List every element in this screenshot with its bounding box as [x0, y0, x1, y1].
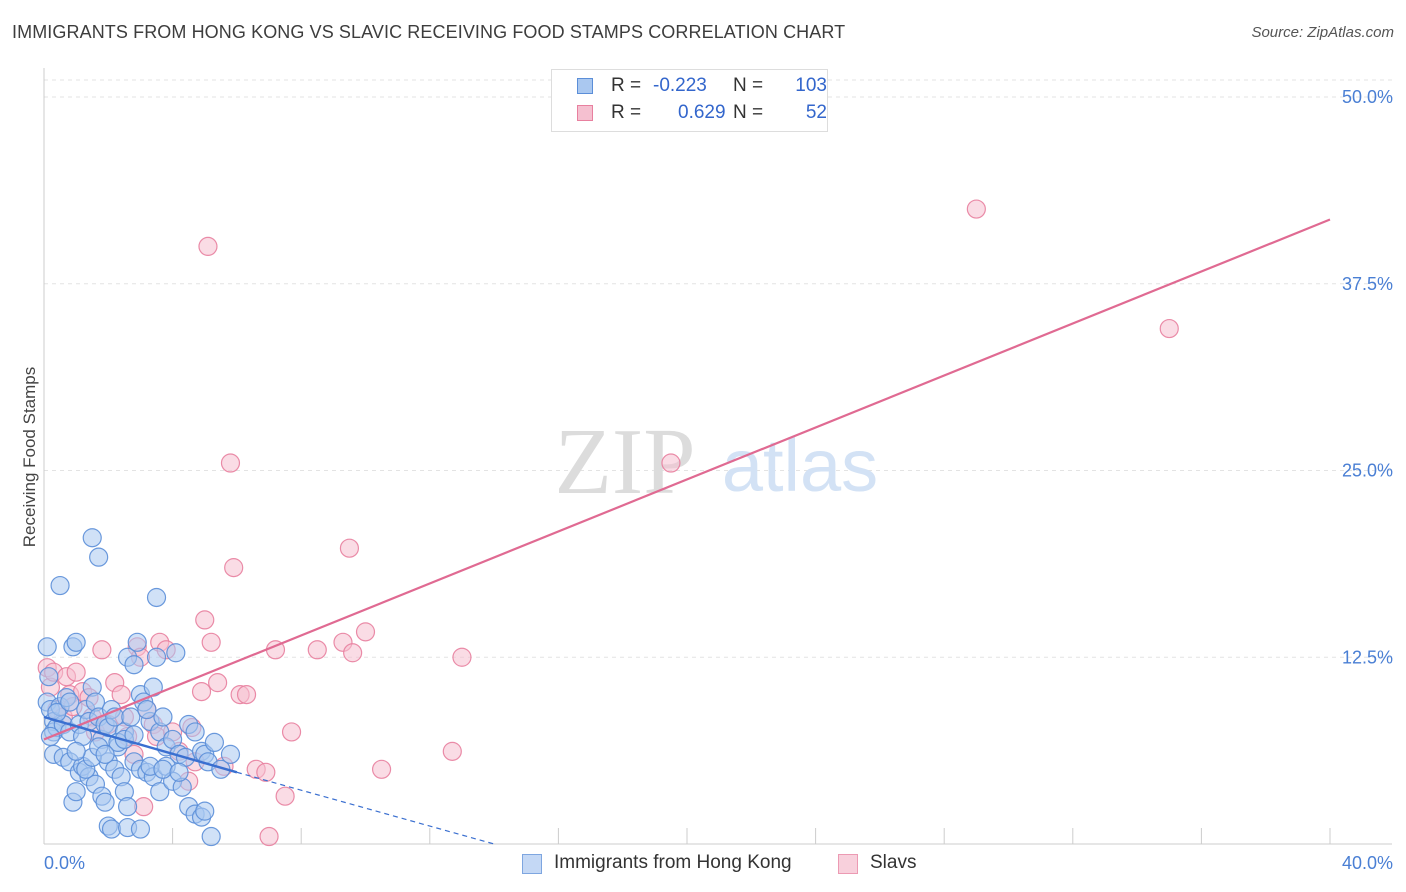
tick-labels: 12.5% 25.0% 37.5% 50.0% 0.0% 40.0% [44, 87, 1393, 873]
hong-kong-point [82, 528, 102, 548]
trend-lines [43, 218, 1331, 845]
hong-kong-point [166, 643, 186, 663]
slavs-point [452, 647, 472, 667]
hong-kong-point [169, 762, 189, 782]
slavs-point [339, 538, 360, 558]
y-tick-label: 50.0% [1342, 87, 1393, 107]
series-legend-label: Immigrants from Hong Kong [554, 852, 792, 873]
slavs-point [442, 741, 462, 761]
source-label: Source: ZipAtlas.com [1251, 24, 1394, 41]
hong-kong-point [220, 744, 241, 764]
series-legend: Immigrants from Hong Kong Slavs [0, 852, 1406, 876]
slavs-point [195, 610, 215, 630]
hong-kong-point [95, 744, 115, 764]
legend-n-value: 52 [805, 102, 827, 123]
slavs-point [256, 762, 276, 782]
hong-kong-point [66, 741, 86, 761]
hong-kong-point [201, 826, 221, 847]
y-tick-label: 37.5% [1342, 274, 1393, 294]
slavs-point [66, 662, 86, 682]
legend-n-value: 103 [795, 75, 827, 96]
hong-kong-trend-line [43, 715, 238, 774]
hong-kong-points [37, 528, 241, 847]
hong-kong-point [101, 819, 122, 839]
hong-kong-point [137, 699, 157, 720]
legend-n-label: N = [733, 75, 764, 96]
hong-kong-point [150, 782, 170, 802]
slavs-point [198, 236, 218, 256]
hong-kong-point [146, 647, 167, 667]
hong-kong-point [153, 759, 173, 779]
hong-kong-point [127, 632, 147, 652]
slavs-point [134, 797, 154, 817]
legend-r-label: R = [611, 102, 642, 123]
hong-kong-point [117, 797, 138, 817]
hong-kong-point [153, 707, 173, 727]
slavs-point [275, 786, 295, 806]
slavs-point [371, 759, 392, 779]
stats-legend: R = -0.223 N = 103 R = 0.629 N = 52 [551, 69, 828, 132]
legend-r-value: 0.629 [678, 102, 726, 123]
grid-lines [44, 79, 1392, 658]
legend-swatch-pink [577, 105, 593, 121]
hong-kong-point [50, 575, 70, 596]
hong-kong-point [39, 667, 59, 687]
hong-kong-point [60, 692, 80, 712]
y-tick-label: 12.5% [1342, 647, 1393, 667]
hong-kong-point [66, 632, 86, 652]
watermark-atlas: atlas [722, 424, 878, 507]
slavs-point [191, 682, 212, 702]
series-legend-label: Slavs [870, 852, 917, 873]
slavs-point [111, 684, 131, 705]
slavs-trend-line [43, 218, 1331, 741]
hong-kong-point [130, 819, 151, 839]
series-swatch-blue [522, 854, 542, 874]
legend-r-value: -0.223 [653, 75, 707, 96]
hong-kong-point [204, 732, 224, 753]
hong-kong-point [185, 722, 205, 742]
legend-n-label: N = [733, 102, 764, 123]
slavs-point [236, 684, 257, 705]
slavs-point [208, 673, 228, 693]
slavs-point [224, 558, 244, 578]
slavs-point [281, 722, 302, 742]
chart-title: IMMIGRANTS FROM HONG KONG VS SLAVIC RECE… [12, 22, 846, 42]
x-tick-label: 40.0% [1342, 853, 1393, 873]
hong-kong-point [37, 637, 57, 657]
slavs-point [307, 640, 327, 660]
hong-kong-point [95, 792, 115, 812]
axes [43, 68, 1392, 845]
x-tick-label: 0.0% [44, 853, 85, 873]
slavs-point [220, 453, 241, 473]
legend-swatch-blue [577, 78, 593, 94]
y-tick-label: 25.0% [1342, 461, 1393, 481]
slavs-point [661, 453, 681, 473]
series-swatch-pink [838, 854, 858, 874]
hong-kong-point [195, 801, 215, 821]
slavs-point [259, 826, 279, 847]
slavs-point [1159, 318, 1179, 339]
legend-r-label: R = [611, 75, 642, 96]
watermark: ZIP atlas [555, 410, 879, 514]
hong-kong-point [146, 587, 167, 608]
slavs-point [966, 199, 986, 219]
hong-kong-point [89, 547, 109, 567]
slavs-point [201, 632, 221, 652]
hong-kong-point [124, 655, 144, 675]
hong-kong-point [66, 782, 86, 802]
hong-kong-point [121, 707, 141, 727]
slavs-point [355, 622, 376, 642]
slavs-point [343, 643, 363, 663]
slavs-point [92, 640, 112, 660]
